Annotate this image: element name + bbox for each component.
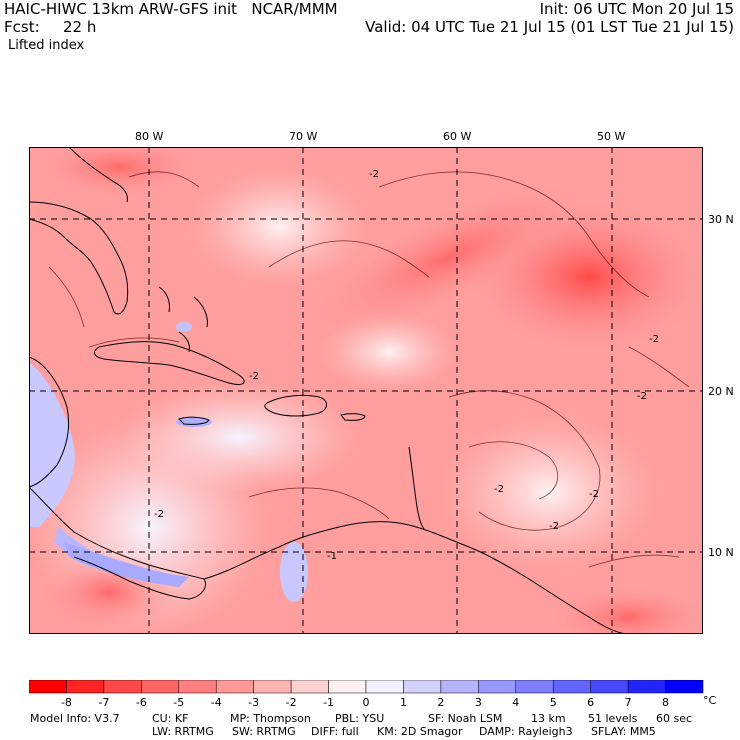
blue-pocket-yucatan [29,362,75,527]
colorbar-tick-label: -2 [286,696,297,709]
colorbar-tick-label: 8 [662,696,669,709]
colorbar-tick-label: -6 [136,696,147,709]
colorbar-tick-label: 3 [475,696,482,709]
colorbar-swatch [103,680,142,694]
contour-label: -2 [649,334,659,345]
footer-sw: SW: RRTMG [232,725,296,738]
forecast-hour: 22 h [63,18,97,36]
lon-label-50w: 50 W [597,130,626,143]
colorbar-swatch [290,680,329,694]
pale-zone-north [189,167,369,287]
colorbar-tick-label: 0 [363,696,370,709]
colorbar-tick-label: 2 [437,696,444,709]
blue-pocket-central-america [64,542,189,587]
colorbar-tick-label: 4 [512,696,519,709]
colorbar-swatch [215,680,254,694]
colorbar-swatch [328,680,367,694]
init-time: Init: 06 UTC Mon 20 Jul 15 [539,0,734,18]
lat-label-10n: 10 N [708,546,734,559]
colorbar-swatch [253,680,292,694]
footer-sflay: SFLAY: MM5 [591,725,656,738]
contour-label: -2 [589,489,599,500]
contour-label: -2 [154,509,164,520]
lat-label-20n: 20 N [708,385,734,398]
blue-pocket-colombia [280,542,308,602]
footer-lw: LW: RRTMG [152,725,214,738]
field-name: Lifted index [8,38,85,53]
graticule [29,147,703,634]
colorbar-tick-label: 5 [550,696,557,709]
colorbar-tick-label: -3 [248,696,259,709]
colorbar-unit: °C [703,694,717,707]
colorbar-swatch [552,680,591,694]
colorbar-tick-label: -8 [61,696,72,709]
red-core-south [549,587,703,634]
colorbar-tick-label: 7 [625,696,632,709]
colorbar-swatch [365,680,404,694]
blue-pocket-bahamas [176,322,192,332]
lon-label-80w: 80 W [135,130,164,143]
contour-lines [48,171,690,568]
colorbar-swatch [440,680,479,694]
colorbar-swatch [515,680,554,694]
colorbar-swatch [665,680,704,694]
colorbar-tick-label: 6 [587,696,594,709]
colorbar: -8 -7 -6 -5 -4 -3 -2 -1 0 1 2 3 4 5 6 7 8 °C [29,680,717,709]
lat-label-30n: 30 N [708,213,734,226]
colorbar-tick-label: -4 [211,696,222,709]
footer-levels: 51 levels [588,712,638,725]
footer-grid: 13 km [531,712,566,725]
contour-label: -2 [637,391,647,402]
forecast-label: Fcst: [4,18,40,36]
contour-label: -2 [549,521,559,532]
colorbar-swatch [403,680,442,694]
model-title: HAIC-HIWC 13km ARW-GFS init NCAR/MMM [4,0,338,18]
colorbar-tick-label: 1 [400,696,407,709]
colorbar-swatch [478,680,517,694]
map-frame [29,147,703,634]
footer-cu: CU: KF [152,712,189,725]
pale-zone-atlantic [439,412,659,572]
colorbar-swatch [178,680,217,694]
contour-label: -2 [249,371,259,382]
lon-label-60w: 60 W [443,130,472,143]
contour-label: -2 [494,484,504,495]
footer-damp: DAMP: Rayleigh3 [479,725,573,738]
contour-label: -2 [369,169,379,180]
footer-pbl: PBL: YSU [335,712,385,725]
footer-timestep: 60 sec [656,712,693,725]
footer-model-info: Model Info: V3.7 [30,712,120,725]
contour-label: -1 [327,551,337,562]
colorbar-tick-label: -7 [98,696,109,709]
red-core-southeast-us [39,147,199,197]
colorbar-swatch [66,680,105,694]
valid-time: Valid: 04 UTC Tue 21 Jul 15 (01 LST Tue … [365,18,734,36]
footer-diff: DIFF: full [311,725,359,738]
footer-km: KM: 2D Smagor [377,725,463,738]
footer-sf: SF: Noah LSM [428,712,503,725]
colorbar-swatch [141,680,180,694]
lifted-index-map: -2 -2 -2 -2 -2 -2 -2 -2 -1 [29,147,703,634]
pale-zone-caribbean [119,382,359,492]
lon-label-70w: 70 W [289,130,318,143]
footer-mp: MP: Thompson [230,712,311,725]
coastlines [29,147,630,634]
colorbar-swatch [29,680,67,694]
colorbar-swatch [590,680,629,694]
colorbar-tick-label: -5 [173,696,184,709]
colorbar-tick-label: -1 [323,696,334,709]
colorbar-swatch [627,680,666,694]
